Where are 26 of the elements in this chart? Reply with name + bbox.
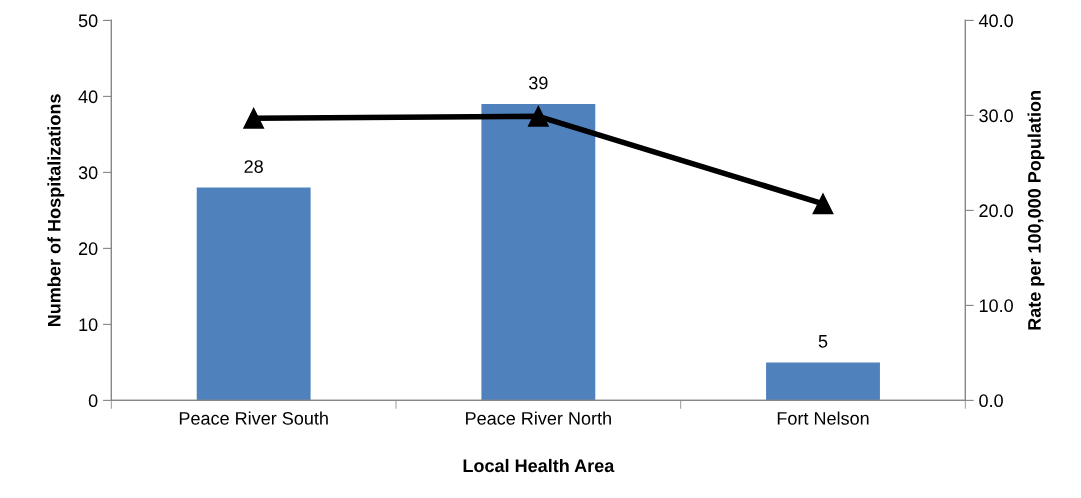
x-tick-label: Peace River South (179, 411, 328, 425)
point (812, 193, 834, 215)
bar (481, 104, 596, 401)
x-tick-label: Fort Nelson (777, 411, 869, 425)
y-tick-label: 50 (78, 14, 98, 28)
bar (766, 362, 880, 401)
x-tick-label: Peace River North (466, 411, 611, 425)
y2-axis-title: Rate per 100,000 Population (1027, 91, 1045, 330)
y2-tick-label: 0.0 (979, 394, 1003, 408)
point (243, 107, 265, 129)
data-label: 28 (244, 160, 263, 173)
point (527, 105, 549, 127)
y-axis-title: Number of Hospitalizations (47, 94, 65, 327)
y-tick-label: 0 (88, 394, 98, 408)
y2-tick-label: 40.0 (978, 14, 1013, 28)
y-tick-label: 30 (78, 166, 98, 180)
x-axis-title: Local Health Area (463, 458, 615, 473)
y2-tick-label: 20.0 (979, 204, 1013, 218)
y2-tick-label: 10.0 (979, 299, 1013, 313)
y2-tick-label: 30.0 (979, 109, 1013, 123)
y-tick-label: 40 (78, 90, 98, 104)
data-label: 39 (528, 76, 548, 90)
bar (196, 187, 311, 401)
y-tick-label: 10 (79, 318, 98, 332)
y-tick-label: 20 (78, 242, 98, 256)
data-label: 5 (818, 335, 828, 348)
